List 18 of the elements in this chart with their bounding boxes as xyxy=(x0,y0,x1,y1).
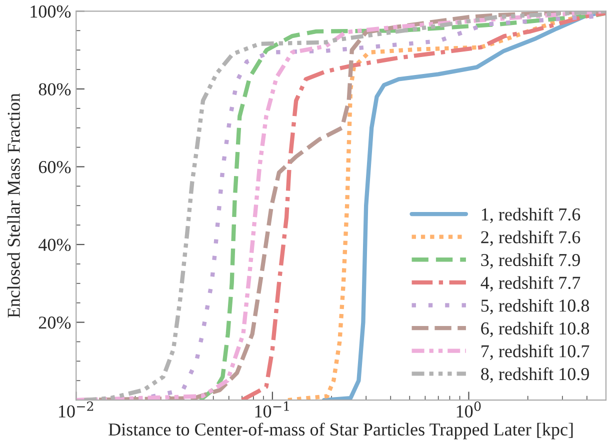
legend-label: 7, redshift 10.7 xyxy=(482,344,590,360)
legend-label: 8, redshift 10.9 xyxy=(481,367,589,383)
y-axis-title: Enclosed Stellar Mass Fraction xyxy=(7,93,20,318)
legend-label: 3, redshift 7.9 xyxy=(481,253,580,269)
y-tick-label: 40% xyxy=(38,238,71,252)
y-tick-label: 80% xyxy=(38,83,71,96)
y-tick-label: 100% xyxy=(30,5,71,18)
x-axis-title: Distance to Center-of-mass of Star Particles Trapped Later [kpc] xyxy=(108,422,573,440)
y-tick-label: 60% xyxy=(38,160,71,174)
legend-label: 5, redshift 10.8 xyxy=(481,298,590,314)
legend-label: 2, redshift 7.6 xyxy=(481,230,580,246)
x-tick-label: 10$^{−1}$ xyxy=(255,401,289,418)
x-tick-label: 10$^{0}$ xyxy=(456,401,481,418)
legend-label: 4, redshift 7.7 xyxy=(480,276,580,292)
x-tick-label: 10$^{−2}$ xyxy=(59,401,94,418)
y-tick-label: 20% xyxy=(38,316,71,329)
legend-label: 1, redshift 7.6 xyxy=(482,208,580,224)
legend-label: 6, redshift 10.8 xyxy=(481,322,590,338)
